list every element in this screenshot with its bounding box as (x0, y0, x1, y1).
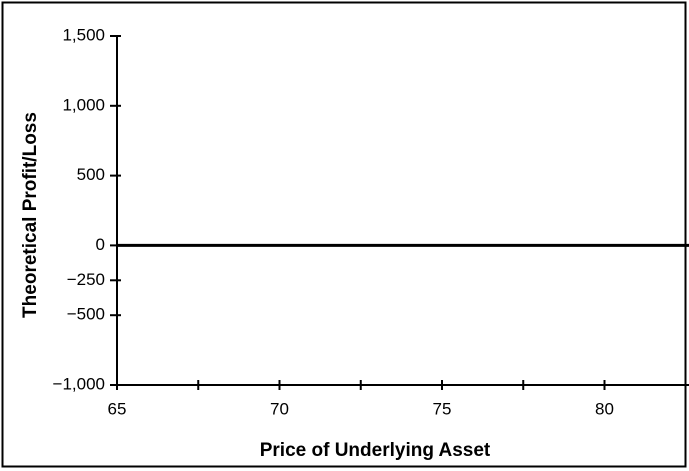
y-tick-label: −1,000 (53, 374, 105, 393)
y-tick-label: 500 (77, 165, 105, 184)
y-tick-label: −250 (67, 270, 105, 289)
y-axis-label: Theoretical Profit/Loss (20, 112, 41, 318)
y-tick-label: 0 (96, 235, 105, 254)
y-tick-label: −500 (67, 305, 105, 324)
y-tick-label: 1,000 (62, 95, 105, 114)
x-tick-label: 70 (270, 399, 289, 418)
y-tick-label: 1,500 (62, 25, 105, 44)
x-tick-label: 75 (433, 399, 452, 418)
x-tick-label: 65 (108, 399, 127, 418)
x-tick-label: 80 (595, 399, 614, 418)
x-axis-label: Price of Underlying Asset (260, 440, 491, 461)
